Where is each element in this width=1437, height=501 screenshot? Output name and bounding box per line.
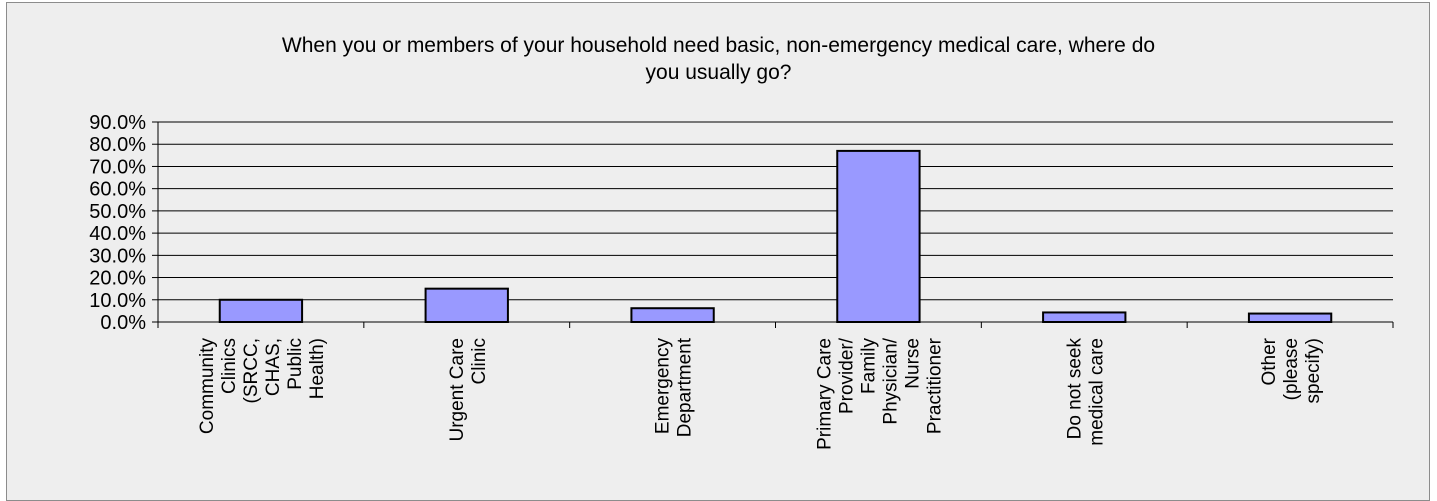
x-tick-label-line: (please xyxy=(1281,338,1302,400)
x-tick-label-line: CHAS, xyxy=(263,338,284,396)
x-tick-label-line: Clinics xyxy=(219,338,240,394)
x-tick-label-line: Urgent Care xyxy=(447,338,468,442)
x-tick-label-line: specify) xyxy=(1303,338,1324,403)
bar xyxy=(630,307,715,324)
bar xyxy=(836,149,921,323)
x-tick-label-line: Emergency xyxy=(653,338,674,435)
x-tick-label-line: Provider/ xyxy=(836,337,857,414)
y-tick-label: 70.0% xyxy=(89,156,146,178)
y-tick-label: 30.0% xyxy=(89,245,146,267)
x-tick-label-line: Practitioner xyxy=(924,337,945,434)
chart-area xyxy=(6,2,1430,501)
x-tick-label-line: Public xyxy=(285,338,306,390)
y-tick-label: 50.0% xyxy=(89,201,146,223)
chart-title-line-2: you usually go? xyxy=(645,61,792,84)
x-tick-label: Do not seek medical care xyxy=(1064,338,1107,446)
x-tick-label-line: Clinic xyxy=(469,338,490,384)
y-tick-label: 20.0% xyxy=(89,268,146,290)
x-tick-label: Emergency Department xyxy=(653,337,696,437)
x-tick-label-line: Health) xyxy=(307,338,328,399)
bar xyxy=(424,287,509,323)
y-tick-label: 90.0% xyxy=(89,112,146,134)
x-tick-label: Community Clinics (SRCC, CHAS, Public Health) xyxy=(197,338,328,435)
x-tick-label: Urgent Care Clinic xyxy=(447,338,490,442)
y-tick-label: 40.0% xyxy=(89,223,146,245)
x-tick-label-line: medical care xyxy=(1086,338,1107,446)
bar xyxy=(1247,312,1333,323)
x-tick-label-line: (SRCC, xyxy=(241,338,262,403)
x-tick-label-line: Primary Care xyxy=(814,338,835,450)
x-tick-label: Other (please specify) xyxy=(1259,337,1324,403)
chart-title: When you or members of your household ne… xyxy=(0,32,1437,86)
x-tick-label: Primary Care Provider/Family Physician/Nur… xyxy=(814,337,945,450)
x-tick-label-line: Physician/ xyxy=(880,337,901,424)
y-tick-label: 60.0% xyxy=(89,179,146,201)
x-tick-label-line: Do not seek xyxy=(1064,338,1085,440)
y-tick-label: 10.0% xyxy=(89,290,146,312)
chart-title-line-1: When you or members of your household ne… xyxy=(281,34,1156,57)
x-tick-label-line: Other xyxy=(1259,337,1280,385)
bar xyxy=(218,298,304,323)
x-tick-label-line: Family xyxy=(858,338,879,394)
x-tick-label-line: Department xyxy=(675,337,696,437)
bar xyxy=(1042,311,1127,324)
x-tick-label-line: Nurse xyxy=(902,338,923,389)
y-tick-label: 80.0% xyxy=(89,134,146,156)
y-tick-label: 0.0% xyxy=(100,312,146,334)
x-tick-label-line: Community xyxy=(197,338,218,435)
